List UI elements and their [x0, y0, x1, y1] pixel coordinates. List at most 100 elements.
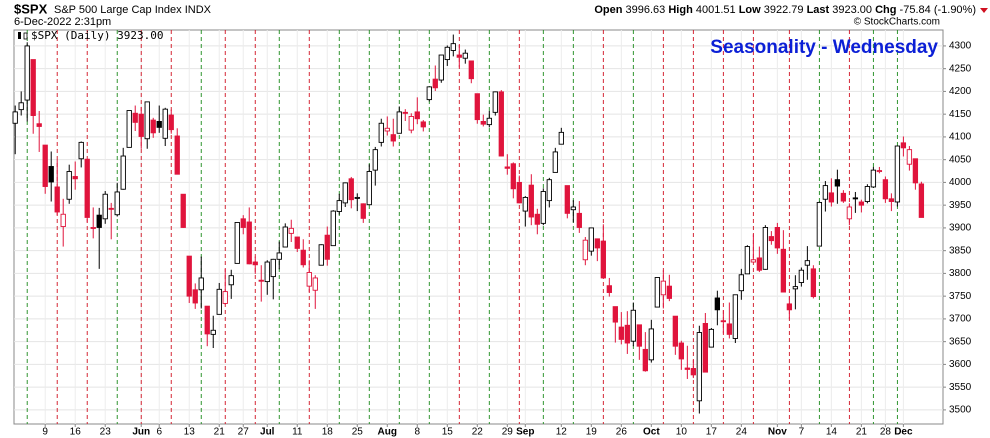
candle-body	[468, 60, 474, 80]
candle-body	[726, 323, 733, 335]
candle-body	[366, 171, 372, 206]
candle-body	[816, 201, 823, 247]
candle-body	[888, 198, 895, 202]
candle-body	[276, 252, 282, 260]
candle-body	[510, 163, 516, 190]
x-tick-label: 23	[100, 427, 112, 438]
candle-body	[378, 122, 384, 143]
candle-body	[822, 185, 829, 200]
candle-body	[402, 111, 408, 114]
candle-body	[60, 213, 66, 227]
candle-body	[126, 110, 132, 148]
candle-body	[900, 142, 907, 149]
candle-body	[786, 303, 793, 311]
x-tick-label: 8	[415, 427, 421, 438]
x-tick-label: 10	[676, 427, 688, 438]
candle-body	[600, 240, 606, 279]
candle-body	[384, 127, 390, 132]
candle-body	[282, 226, 288, 248]
candle-body	[720, 320, 727, 323]
candle-body	[462, 52, 468, 59]
candle-body	[48, 166, 54, 183]
x-tick-label: Nov	[768, 427, 787, 438]
candle-body	[138, 113, 144, 137]
quote: Open 3996.63 High 4001.51 Low 3922.79 La…	[594, 4, 976, 16]
candle-body	[522, 196, 528, 212]
chg-pct: (-1.90%)	[934, 4, 976, 16]
candle-body	[336, 200, 342, 212]
candle-body	[66, 171, 72, 200]
last-label: Last	[807, 4, 830, 16]
candle-body	[42, 144, 48, 187]
candle-body	[534, 213, 540, 225]
candle-body	[528, 184, 534, 218]
candle-body	[354, 196, 360, 199]
candle-body	[408, 115, 414, 131]
candle-body	[792, 286, 799, 290]
x-tick-label: 24	[736, 427, 748, 438]
x-tick-label: 12	[556, 427, 568, 438]
candle-body	[768, 236, 775, 242]
candle-body	[636, 324, 642, 347]
candle-body	[96, 214, 102, 228]
candle-body	[108, 207, 114, 210]
high-label: High	[668, 4, 693, 16]
candle-body	[156, 120, 162, 128]
y-tick-label: 4050	[949, 154, 972, 165]
candle-body	[216, 288, 222, 315]
candle-body	[348, 178, 354, 201]
candle-body	[606, 285, 612, 293]
low: 3922.79	[764, 4, 804, 16]
y-tick-label: 3550	[949, 382, 972, 393]
x-tick-label: 25	[352, 427, 364, 438]
last: 3923.00	[832, 4, 872, 16]
candle-body	[264, 261, 270, 283]
x-tick-label: 19	[586, 427, 598, 438]
candle-body	[234, 222, 240, 264]
candle-body	[288, 227, 294, 234]
candle-body	[312, 277, 318, 291]
candle-body	[750, 259, 757, 263]
chg: -75.84	[900, 4, 931, 16]
candle-body	[318, 244, 324, 266]
x-tick-label: 7	[799, 427, 805, 438]
candle-body	[654, 277, 660, 308]
down-arrow	[980, 8, 988, 13]
x-tick-label: 26	[616, 427, 628, 438]
copyright: © StockCharts.com	[854, 17, 940, 28]
candle-body	[876, 170, 883, 173]
y-tick-label: 3650	[949, 336, 972, 347]
candle-body	[762, 227, 769, 270]
candle-body	[150, 119, 156, 134]
candle-body	[270, 258, 276, 278]
y-tick-label: 4200	[949, 86, 972, 97]
candle-body	[504, 166, 510, 169]
candle-body	[168, 114, 174, 131]
candle-body	[780, 248, 787, 293]
x-tick-label: Aug	[378, 427, 397, 438]
candle-body	[858, 201, 865, 206]
x-tick-label: Dec	[894, 427, 913, 438]
candle-body	[672, 315, 678, 347]
candle-body	[72, 176, 78, 180]
x-tick-label: 16	[70, 427, 82, 438]
candle-body	[852, 197, 859, 200]
candle-body	[696, 332, 702, 402]
x-tick-label: 22	[472, 427, 484, 438]
x-tick-label: Oct	[643, 427, 660, 438]
y-tick-label: 3500	[949, 405, 972, 416]
x-tick-label: 21	[856, 427, 868, 438]
high: 4001.51	[696, 4, 736, 16]
candle-body	[300, 249, 306, 266]
candle-body	[192, 289, 198, 304]
candle-body	[144, 101, 150, 140]
candle-body	[588, 227, 594, 252]
y-tick-label: 4000	[949, 177, 972, 188]
symbol: $SPX	[14, 1, 48, 16]
candle-body	[912, 158, 919, 184]
x-tick-label: 14	[826, 427, 838, 438]
candle-body	[738, 274, 745, 292]
y-tick-label: 3600	[949, 359, 972, 370]
candle-body	[222, 291, 228, 304]
candle-body	[702, 323, 708, 373]
